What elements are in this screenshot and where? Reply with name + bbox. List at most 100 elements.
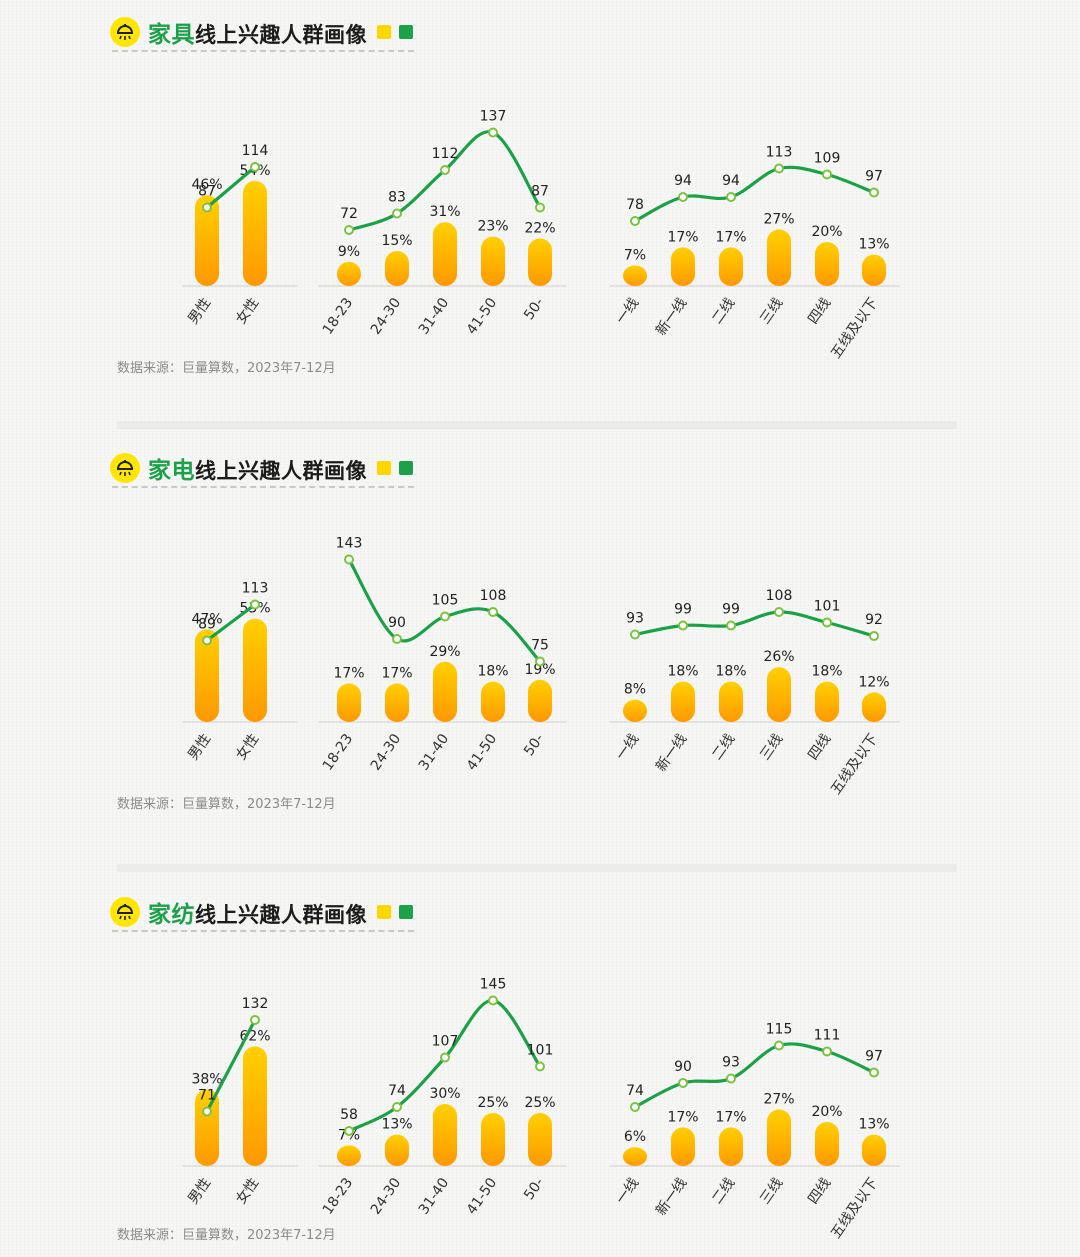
bar-label: 29% xyxy=(429,644,460,660)
tick-label: 三线 xyxy=(757,1175,786,1207)
bar-label: 17% xyxy=(381,665,412,681)
bar-label: 17% xyxy=(667,229,698,245)
line-point xyxy=(440,165,450,175)
tick-label: 男性 xyxy=(185,1175,214,1207)
bar xyxy=(433,222,457,286)
tick-label: 31-40 xyxy=(416,731,452,774)
bar xyxy=(195,629,219,722)
bar-label: 8% xyxy=(624,682,646,698)
bar xyxy=(671,681,695,722)
tick-label: 50- xyxy=(521,731,547,759)
bar xyxy=(195,1089,219,1166)
tick-label: 三线 xyxy=(757,295,786,327)
line-label: 71 xyxy=(198,1088,216,1104)
line-point xyxy=(440,1052,450,1063)
line-label: 87 xyxy=(531,184,549,200)
line-label: 72 xyxy=(340,206,358,222)
bar-label: 20% xyxy=(811,1104,842,1120)
bar xyxy=(433,661,457,722)
bar xyxy=(385,1134,409,1166)
bar-label: 20% xyxy=(811,224,842,240)
tick-label: 一线 xyxy=(613,1175,642,1207)
tick-label: 二线 xyxy=(709,295,738,327)
lightbulb-icon xyxy=(110,897,140,927)
line-label: 97 xyxy=(865,1049,883,1065)
tick-label: 四线 xyxy=(805,295,834,327)
line-label: 97 xyxy=(865,169,883,185)
line-label: 99 xyxy=(674,602,692,618)
line-label: 101 xyxy=(527,1043,554,1059)
bar-label: 12% xyxy=(858,674,889,690)
chart: 38%62%71132男性女性7%13%30%25%25%58741071451… xyxy=(182,977,900,1242)
tick-label: 女性 xyxy=(232,1175,262,1208)
bar-label: 23% xyxy=(477,219,508,235)
title-highlight: 家电 xyxy=(148,458,195,484)
bar-label: 17% xyxy=(667,1109,698,1125)
line-point xyxy=(678,620,688,631)
tick-label: 24-30 xyxy=(368,295,404,338)
chart: 47%53%89113男性女性17%17%29%18%19%1439010510… xyxy=(182,536,900,798)
line-label: 74 xyxy=(626,1083,644,1099)
line-point xyxy=(488,127,498,138)
bar-label: 9% xyxy=(338,244,360,260)
section-header: 家纺线上兴趣人群画像 xyxy=(110,892,413,932)
line-label: 90 xyxy=(388,615,406,631)
line-point xyxy=(630,216,640,226)
section-title: 家具线上兴趣人群画像 xyxy=(148,15,367,49)
section-title: 家电线上兴趣人群画像 xyxy=(148,451,367,485)
line-point xyxy=(392,634,402,644)
bar xyxy=(719,681,743,722)
tick-label: 41-50 xyxy=(464,1175,500,1218)
tick-label: 一线 xyxy=(613,731,642,763)
bar-label: 46% xyxy=(191,177,222,193)
line-point xyxy=(392,1102,402,1112)
green-square-icon xyxy=(399,461,413,475)
tick-label: 新一线 xyxy=(653,1175,690,1219)
line-point xyxy=(202,635,212,646)
tick-label: 41-50 xyxy=(464,731,500,774)
tick-label: 41-50 xyxy=(464,295,500,338)
line-label: 78 xyxy=(626,197,644,213)
line-point xyxy=(488,607,498,617)
bar xyxy=(195,195,219,286)
bar xyxy=(433,1104,457,1166)
bar xyxy=(815,681,839,722)
series-line xyxy=(205,1018,257,1114)
bar xyxy=(337,683,361,722)
tick-label: 31-40 xyxy=(416,1175,452,1218)
lightbulb-icon xyxy=(110,17,140,47)
section-title: 家纺线上兴趣人群画像 xyxy=(148,895,367,929)
line-point xyxy=(822,617,832,628)
bar-label: 13% xyxy=(381,1117,412,1133)
line-point xyxy=(822,1046,832,1057)
line-label: 83 xyxy=(388,190,406,206)
line-point xyxy=(822,169,832,180)
line-label: 75 xyxy=(531,638,549,654)
bar xyxy=(385,251,409,286)
bar xyxy=(815,1122,839,1166)
bar xyxy=(719,247,743,286)
line-point xyxy=(488,995,498,1006)
line-label: 112 xyxy=(432,146,459,162)
tick-label: 18-23 xyxy=(320,731,356,774)
line-point xyxy=(250,162,260,172)
line-label: 94 xyxy=(722,173,740,189)
tick-label: 50- xyxy=(521,295,547,323)
header-underline xyxy=(112,486,414,488)
line-label: 143 xyxy=(336,536,363,552)
green-square-icon xyxy=(399,905,413,919)
line-label: 94 xyxy=(674,173,692,189)
tick-label: 一线 xyxy=(613,295,642,327)
line-point xyxy=(535,656,545,667)
bar-label: 31% xyxy=(429,204,460,220)
tick-label: 五线及以下 xyxy=(828,295,881,362)
bar xyxy=(528,679,552,722)
line-point xyxy=(440,611,450,622)
line-point xyxy=(726,192,736,202)
line-label: 101 xyxy=(814,599,841,615)
tick-label: 二线 xyxy=(709,731,738,763)
bar xyxy=(862,254,886,286)
bar-label: 27% xyxy=(763,211,794,227)
bar xyxy=(719,1127,743,1166)
bar xyxy=(481,1113,505,1166)
